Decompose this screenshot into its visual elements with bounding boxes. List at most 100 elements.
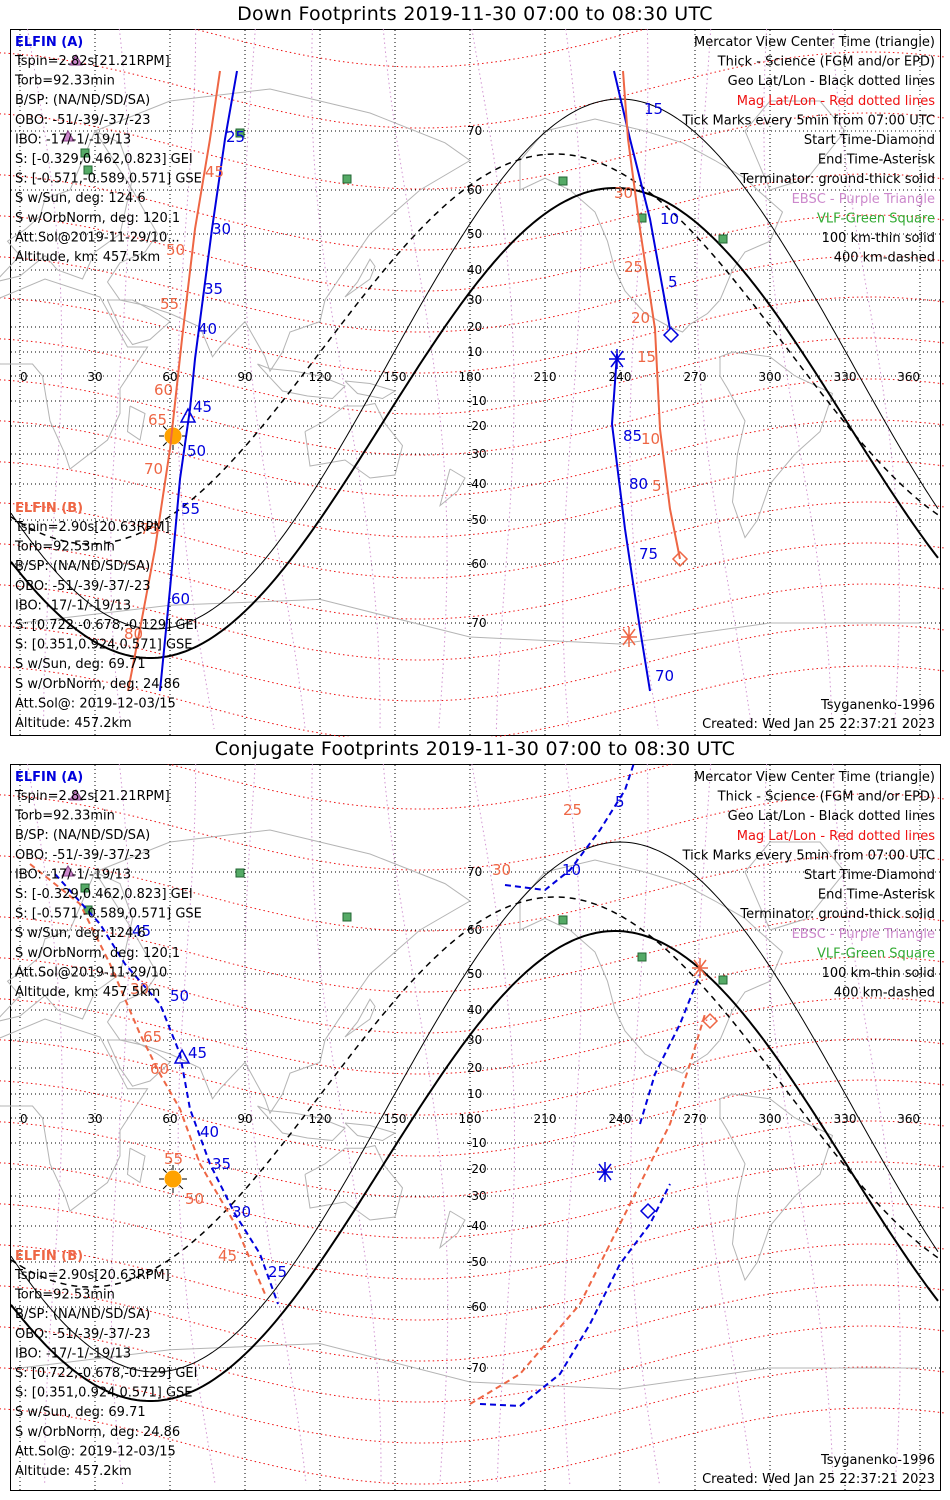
elfin-a-info-line: Torb=92.33min [14, 74, 115, 89]
lat-tick-label: 30 [467, 293, 482, 307]
lat-tick-label: 40 [467, 263, 482, 277]
elfin-b-info-line: OBO: -51/-39/-37/-23 [15, 1327, 151, 1342]
mag-parallel [0, 1079, 946, 1157]
mag-meridian [562, 29, 582, 730]
elfin-a-track [54, 873, 279, 1305]
ebsc-triangle [69, 54, 83, 66]
mag-meridian [563, 764, 582, 1485]
tick-mark-label: 75 [639, 545, 658, 563]
lat-tick-label: 70 [467, 124, 482, 138]
lon-tick-label: 210 [534, 370, 557, 384]
mag-parallel [0, 460, 946, 538]
tick-mark-label: 25 [624, 258, 643, 276]
mag-parallel [0, 1120, 946, 1198]
legend-line: 100 km-thin solid [822, 231, 935, 246]
elfin-b-track [469, 1013, 706, 1405]
tick-mark-label: 80 [124, 625, 143, 643]
legend-line: Terminator: ground-thick solid [739, 907, 935, 922]
tick-mark-label: 50 [185, 1190, 204, 1208]
coastline [744, 841, 846, 931]
legend-line: Mercator View Center Time (triangle) [694, 35, 935, 50]
vlf-square [558, 915, 568, 925]
legend-line: Tick Marks every 5min from 07:00 UTC [682, 113, 935, 128]
mag-meridian [763, 764, 834, 1485]
tick-mark-label: 65 [143, 1028, 162, 1046]
mag-parallel [0, 419, 946, 497]
lat-tick-label: -50 [467, 1255, 487, 1269]
elfin-b-info-line: Altitude: 457.2km [15, 716, 132, 731]
mag-parallel [0, 956, 946, 1034]
coastline [719, 351, 834, 539]
mag-meridian [471, 764, 515, 1485]
created-timestamp: Created: Wed Jan 25 22:37:21 2023 [702, 717, 935, 732]
tick-mark-label: 25 [563, 801, 582, 819]
vlf-square [342, 174, 352, 184]
elfin-b-info-line: Torb=92.53min [14, 1288, 115, 1303]
coastline [719, 1093, 834, 1282]
ebsc-triangle [69, 789, 83, 801]
lon-tick-label: 330 [834, 1112, 857, 1126]
lon-tick-label: 330 [834, 370, 857, 384]
lon-tick-label: 360 [897, 1112, 920, 1126]
mag-meridian [311, 764, 382, 1484]
mag-parallel [0, 173, 946, 251]
lat-tick-label: -10 [467, 1136, 487, 1150]
vlf-square [80, 148, 90, 158]
end-asterisk-a [609, 349, 625, 369]
elfin-a-info-line: S: [-0.571,-0.589,0.571] GSE [15, 172, 202, 187]
coastline [126, 1147, 146, 1184]
lat-tick-label: 50 [467, 967, 482, 981]
lon-tick-label: 0 [20, 370, 28, 384]
elfin-b-info-line: IBO: -17/-1/-19/13 [15, 1346, 131, 1361]
vlf-square [235, 128, 245, 138]
start-diamond-b [671, 550, 689, 568]
mag-parallel [0, 583, 946, 661]
elfin-b-name: ELFIN (B) [15, 1249, 83, 1264]
elfin-a-info-line: Tspin=2.82s[21.21RPM] [14, 789, 170, 804]
coastline [257, 363, 346, 400]
lon-tick-label: 240 [609, 370, 632, 384]
lon-tick-label: 60 [162, 1112, 177, 1126]
elfin-b-info-line: OBO: -51/-39/-37/-23 [15, 579, 151, 594]
vlf-square [235, 868, 245, 878]
tick-mark-label: 30 [130, 980, 149, 998]
lon-tick-label: 240 [609, 1112, 632, 1126]
legend-line: EBSC - Purple Triangle [792, 192, 935, 207]
lat-tick-label: -40 [467, 477, 487, 491]
mag-parallel [0, 51, 946, 129]
elfin-b-track [29, 863, 266, 1295]
tick-mark-label: 35 [212, 1155, 231, 1173]
coastline [257, 1105, 346, 1142]
elfin-a-track [613, 70, 671, 330]
end-asterisk-b [621, 627, 637, 647]
elfin-b-track [127, 70, 221, 692]
tick-mark-label: 55 [181, 500, 200, 518]
tick-mark-label: 30 [212, 220, 231, 238]
lat-tick-label: 70 [467, 865, 482, 879]
lon-tick-label: 270 [684, 1112, 707, 1126]
coastline [344, 1122, 397, 1142]
mag-meridian [244, 29, 306, 730]
latitude-labels: 70 60 50 40 30 20 10 -10 -20 -30 -40 -50 -60 -70 [467, 865, 487, 1375]
tick-mark-label: 10 [562, 861, 581, 879]
legend-line: Geo Lat/Lon - Black dotted lines [728, 74, 936, 89]
geo-grid [11, 30, 940, 735]
elfin-a-info-line: Att.Sol@2019-11-29/10... [15, 230, 180, 245]
elfin-a-info-line: B/SP: (NA/ND/SD/SA) [15, 93, 150, 108]
conjugate-footprints-map: 0 30 60 90 120 150 180 210 240 270 300 330 360 70 60 5… [0, 764, 946, 1491]
lat-tick-label: -70 [467, 616, 487, 630]
legend-line: Mag Lat/Lon - Red dotted lines [737, 94, 935, 109]
info-text: ELFIN (A) Tspin=2.82s[21.21RPM] Torb=92.33… [14, 770, 935, 1487]
elfin-b-info-line: S: [0.351,0.924,0.571] GSE [15, 638, 193, 653]
latitude-labels: 70 60 50 40 30 20 10 -10 -20 -30 -40 -50 -60 -70 [467, 124, 487, 630]
coastline [0, 278, 149, 470]
footprint-tracks: 25 30 35 40 45 50 55 60 15 10 5 85 80 75 70 45 50 55 60 65 7… [124, 70, 689, 692]
legend-line: Mag Lat/Lon - Red dotted lines [737, 829, 935, 844]
mag-parallel [0, 1407, 946, 1485]
tick-mark-label: 40 [198, 320, 217, 338]
legend-line: 400 km-dashed [834, 251, 935, 266]
tick-mark-label: 50 [187, 442, 206, 460]
elfin-a-info-line: S w/OrbNorm, deg: 120.1 [15, 211, 180, 226]
elfin-a-info-line: S: [-0.571,-0.589,0.571] GSE [15, 907, 202, 922]
lat-tick-label: 60 [467, 183, 482, 197]
